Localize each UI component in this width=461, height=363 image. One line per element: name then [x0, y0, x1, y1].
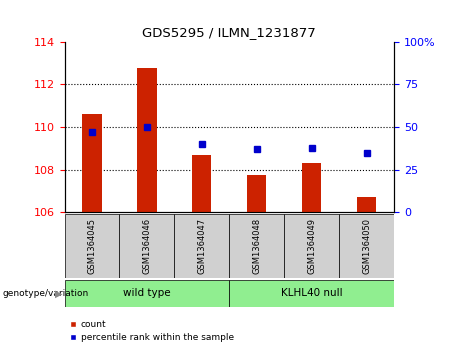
Bar	[284, 214, 339, 278]
Text: wild type: wild type	[123, 288, 171, 298]
Text: GSM1364049: GSM1364049	[307, 218, 316, 274]
Text: GSM1364047: GSM1364047	[197, 218, 207, 274]
Bar	[174, 214, 229, 278]
Bar	[65, 280, 229, 307]
Text: genotype/variation: genotype/variation	[2, 289, 89, 298]
Text: GSM1364050: GSM1364050	[362, 218, 371, 274]
Text: GSM1364046: GSM1364046	[142, 218, 152, 274]
Text: ▶: ▶	[55, 288, 62, 298]
Bar	[229, 214, 284, 278]
Legend: count, percentile rank within the sample: count, percentile rank within the sample	[69, 320, 234, 342]
Bar	[192, 155, 212, 212]
Bar	[339, 214, 394, 278]
Bar	[302, 163, 321, 212]
Bar	[137, 68, 157, 212]
Bar	[357, 197, 376, 212]
Text: GSM1364048: GSM1364048	[252, 218, 261, 274]
Bar	[65, 214, 119, 278]
Bar	[247, 175, 266, 212]
Text: GSM1364045: GSM1364045	[88, 218, 96, 274]
Text: KLHL40 null: KLHL40 null	[281, 288, 343, 298]
Bar	[229, 280, 394, 307]
Title: GDS5295 / ILMN_1231877: GDS5295 / ILMN_1231877	[142, 26, 316, 39]
Bar	[119, 214, 174, 278]
Bar	[83, 114, 101, 212]
